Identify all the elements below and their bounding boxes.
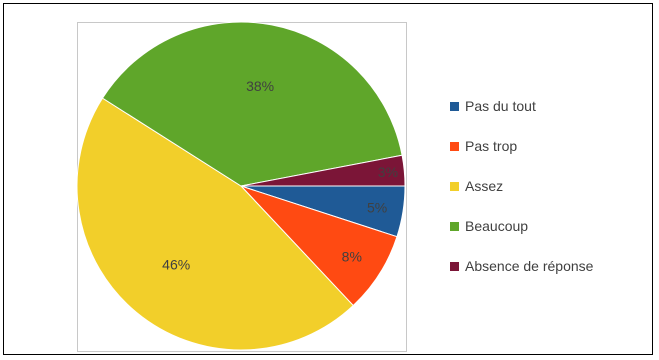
slice-labels: 5% 8% 46% 38% 3%: [162, 78, 398, 272]
legend-label-pas-du-tout: Pas du tout: [465, 98, 536, 114]
legend-label-assez: Assez: [465, 178, 504, 194]
pie-slice-absence-de-reponse: [240, 154, 406, 187]
legend-swatch-beaucoup: [450, 221, 459, 231]
data-label-pas-trop: 8%: [342, 248, 362, 264]
legend-label-pas-trop: Pas trop: [465, 138, 518, 154]
data-label-assez: 46%: [162, 256, 190, 272]
legend-item-absence-de-reponse: Absence de réponse: [450, 253, 650, 279]
legend-swatch-assez: [450, 181, 459, 191]
legend-swatch-pas-du-tout: [450, 101, 459, 111]
legend: Pas du tout Pas trop Assez Beaucoup Abse…: [450, 93, 650, 293]
legend-item-assez: Assez: [450, 173, 650, 199]
legend-swatch-absence-de-reponse: [450, 261, 459, 271]
pie-slice-assez: [76, 97, 354, 351]
data-label-beaucoup: 38%: [246, 78, 274, 94]
data-label-absence-de-reponse: 3%: [378, 164, 398, 180]
legend-item-pas-du-tout: Pas du tout: [450, 93, 650, 119]
data-label-pas-du-tout: 5%: [367, 200, 387, 216]
pie-slice-beaucoup: [101, 21, 403, 187]
legend-label-absence-de-reponse: Absence de réponse: [465, 258, 594, 274]
pie-slices: [76, 21, 406, 351]
legend-item-pas-trop: Pas trop: [450, 133, 650, 159]
legend-item-beaucoup: Beaucoup: [450, 213, 650, 239]
legend-label-beaucoup: Beaucoup: [465, 218, 529, 234]
legend-swatch-pas-trop: [450, 141, 459, 151]
